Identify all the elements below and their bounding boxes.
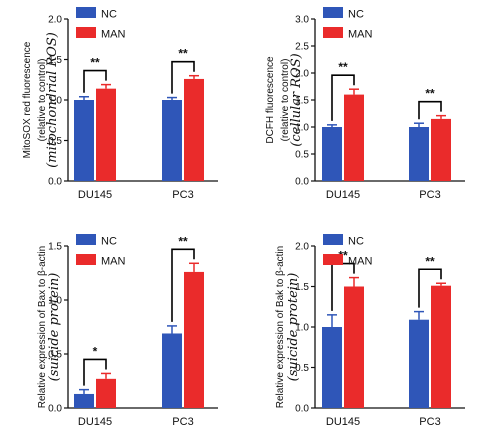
y-tick-label: 0.0 bbox=[48, 404, 62, 415]
legend-swatch-nc bbox=[323, 7, 343, 18]
legend-swatch-nc bbox=[323, 234, 343, 245]
y-tick-label: 1.5 bbox=[295, 96, 309, 107]
y-axis-label: Relative expression of Bak to β-actin bbox=[275, 246, 286, 409]
x-tick-label: PC3 bbox=[419, 416, 440, 428]
bar-man-pc3 bbox=[184, 78, 204, 181]
y-tick-label: 0.5 bbox=[295, 150, 309, 161]
significance-bracket bbox=[418, 268, 442, 308]
y-axis-label: MitoSOX red fluorescence bbox=[22, 41, 33, 158]
y-tick-label: 1.0 bbox=[295, 323, 309, 334]
y-axis-label: DCFH fluorescence bbox=[265, 56, 276, 144]
y-tick-label: 1.0 bbox=[48, 296, 62, 307]
bar-nc-pc3 bbox=[409, 319, 429, 408]
chart-panel-1: 0.0 0.5 1.0 1.5 2.0 MitoSOX red fluorescence (… bbox=[22, 7, 218, 201]
y-tick-label: 2.5 bbox=[295, 42, 309, 53]
significance-bracket bbox=[331, 74, 355, 121]
x-tick-label: DU145 bbox=[326, 416, 360, 428]
bar-nc-pc3 bbox=[409, 127, 429, 181]
bar-man-du145 bbox=[344, 286, 364, 408]
y-axis-label-italic: (mitochondrial ROS) bbox=[45, 32, 60, 168]
legend-label-man: MAN bbox=[101, 29, 126, 41]
x-tick-label: PC3 bbox=[172, 189, 193, 201]
legend-swatch-man bbox=[76, 254, 96, 265]
significance-marker: ** bbox=[338, 249, 348, 263]
y-tick-label: 0.5 bbox=[48, 350, 62, 361]
y-tick-label: 1.5 bbox=[48, 55, 62, 66]
significance-bracket bbox=[83, 69, 107, 93]
y-tick-label: 0.5 bbox=[48, 136, 62, 147]
legend-label-nc: NC bbox=[101, 9, 117, 21]
x-tick-label: DU145 bbox=[78, 416, 112, 428]
y-axis-label-italic: (cellular ROS) bbox=[289, 53, 304, 146]
significance-bracket bbox=[418, 100, 442, 120]
y-tick-label: 0.0 bbox=[48, 177, 62, 188]
bar-nc-du145 bbox=[322, 327, 342, 408]
legend-label-nc: NC bbox=[348, 236, 364, 248]
significance-marker: ** bbox=[425, 254, 435, 268]
bar-nc-pc3 bbox=[162, 100, 182, 181]
y-tick-label: 2.0 bbox=[48, 15, 62, 26]
bar-man-du145 bbox=[344, 94, 364, 181]
significance-bracket bbox=[171, 248, 195, 322]
significance-bracket bbox=[171, 60, 195, 94]
legend-label-man: MAN bbox=[348, 29, 373, 41]
legend-swatch-man bbox=[323, 27, 343, 38]
x-tick-label: PC3 bbox=[419, 189, 440, 201]
y-tick-label: 3.0 bbox=[295, 15, 309, 26]
significance-marker: ** bbox=[425, 87, 435, 101]
bar-man-pc3 bbox=[431, 285, 451, 408]
y-tick-label: 1.5 bbox=[48, 242, 62, 253]
legend-label-nc: NC bbox=[348, 9, 364, 21]
y-tick-label: 2.0 bbox=[295, 69, 309, 80]
y-axis-label: (relative to control) bbox=[37, 59, 48, 142]
bar-nc-du145 bbox=[322, 127, 342, 181]
legend-swatch-man bbox=[76, 27, 96, 38]
y-tick-label: 1.0 bbox=[295, 123, 309, 134]
bar-man-du145 bbox=[96, 88, 116, 181]
significance-marker: ** bbox=[90, 56, 100, 70]
bar-man-pc3 bbox=[431, 118, 451, 181]
y-axis-label: (relative to control) bbox=[280, 59, 291, 142]
bar-nc-du145 bbox=[74, 100, 94, 181]
y-tick-label: 1.5 bbox=[295, 282, 309, 293]
x-tick-label: PC3 bbox=[172, 416, 193, 428]
significance-marker: * bbox=[93, 344, 98, 358]
x-tick-label: DU145 bbox=[326, 189, 360, 201]
bar-nc-pc3 bbox=[162, 333, 182, 408]
y-tick-label: 0.0 bbox=[295, 404, 309, 415]
significance-marker: ** bbox=[178, 234, 188, 248]
y-tick-label: 0.0 bbox=[295, 177, 309, 188]
bar-nc-du145 bbox=[74, 393, 94, 408]
y-tick-label: 1.0 bbox=[48, 96, 62, 107]
significance-marker: ** bbox=[338, 60, 348, 74]
bar-man-du145 bbox=[96, 378, 116, 408]
chart-panel-2: 0.0 0.5 1.0 1.5 2.0 2.5 3.0 DCFH fluorescence (r… bbox=[265, 7, 465, 201]
significance-marker: ** bbox=[178, 47, 188, 61]
legend-swatch-man bbox=[323, 254, 343, 265]
y-axis-label: Relative expression of Bax to β-actin bbox=[37, 246, 48, 409]
legend-label-nc: NC bbox=[101, 236, 117, 248]
y-tick-label: 0.5 bbox=[295, 363, 309, 374]
legend-label-man: MAN bbox=[348, 256, 373, 268]
legend-swatch-nc bbox=[76, 7, 96, 18]
y-axis-label-italic: (suicide protein) bbox=[286, 273, 301, 382]
legend-label-man: MAN bbox=[101, 256, 126, 268]
y-axis-label-italic: (suicide protein) bbox=[47, 273, 62, 382]
chart-panel-4: 0.0 0.5 1.0 1.5 2.0 Relative expression of Ba… bbox=[275, 234, 465, 428]
x-tick-label: DU145 bbox=[78, 189, 112, 201]
y-tick-label: 2.0 bbox=[295, 242, 309, 253]
legend-swatch-nc bbox=[76, 234, 96, 245]
significance-bracket bbox=[83, 358, 107, 386]
bar-man-pc3 bbox=[184, 271, 204, 408]
